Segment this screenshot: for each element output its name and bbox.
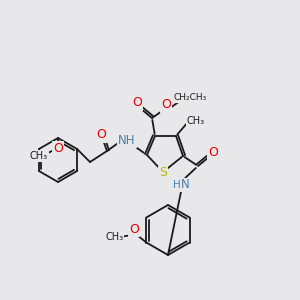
Text: CH₂CH₃: CH₂CH₃ [173,94,207,103]
Text: O: O [96,128,106,142]
Text: O: O [53,142,63,154]
Text: N: N [181,178,189,191]
Text: O: O [129,223,139,236]
Text: CH₃: CH₃ [105,232,123,242]
Text: O: O [132,97,142,110]
Text: S: S [159,167,167,179]
Text: CH₃: CH₃ [30,151,48,161]
Text: O: O [161,98,171,112]
Text: H: H [173,180,181,190]
Text: O: O [208,146,218,160]
Text: NH: NH [118,134,136,148]
Text: CH₃: CH₃ [187,116,205,126]
